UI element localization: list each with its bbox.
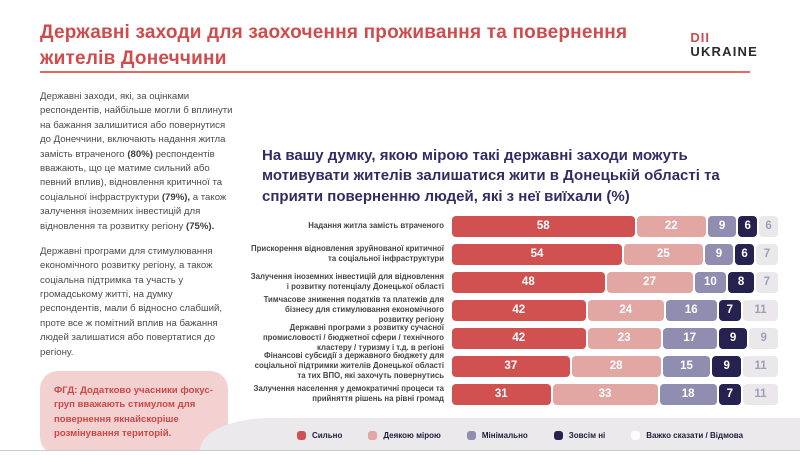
bar-segment: 7 bbox=[718, 299, 742, 321]
bar-segment: 23 bbox=[587, 327, 661, 349]
bar-segment: 9 bbox=[749, 327, 779, 349]
stacked-bar: 37 28 15 9 11 bbox=[452, 355, 779, 377]
chart-row: Прискорення відновлення зруйнованої крит… bbox=[250, 240, 779, 268]
stacked-bar: 42 24 16 7 11 bbox=[452, 299, 778, 321]
bar-segment: 37 bbox=[452, 355, 570, 377]
bar-segment: 17 bbox=[662, 327, 717, 349]
summary-text-column: Державні заходи, які, за оцінками респон… bbox=[40, 90, 236, 455]
dii-ukraine-logo: DII UKRAINE bbox=[690, 31, 758, 58]
stacked-bar: 31 33 18 7 11 bbox=[452, 383, 778, 405]
bar-segment: 27 bbox=[606, 271, 693, 293]
summary-paragraph-2: Державні програми для стимулювання еконо… bbox=[40, 245, 223, 358]
chart-legend: Сильно Деякою мірою Мінімально Зовсім ні Важ… bbox=[270, 426, 770, 444]
bar-segment: 7 bbox=[755, 271, 778, 293]
bar-segment: 15 bbox=[662, 355, 711, 377]
bar-segment: 6 bbox=[735, 243, 754, 265]
category-label: Фінансові субсидії з державного бюджету … bbox=[254, 350, 444, 381]
legend-item: Мінімально bbox=[466, 430, 528, 440]
legend-label: Важко сказати / Відмова bbox=[646, 430, 744, 440]
slide-bottom-strip bbox=[0, 450, 800, 455]
bar-segment: 28 bbox=[571, 355, 661, 377]
stacked-bar: 58 22 9 6 6 bbox=[452, 215, 778, 237]
chart-title: На вашу думку, якою мірою такі державні … bbox=[262, 147, 720, 205]
bar-segment: 24 bbox=[587, 299, 664, 321]
chart-row: Державні програми з розвитку сучасної пр… bbox=[250, 322, 779, 353]
bar-segment: 10 bbox=[694, 271, 727, 293]
category-label: Прискорення відновлення зруйнованої крит… bbox=[251, 243, 444, 263]
summary-paragraph-1: Державні заходи, які, за оцінками респон… bbox=[40, 91, 233, 232]
category-label: Тимчасове зниження податків та платежів … bbox=[263, 294, 444, 325]
bar-segment: 9 bbox=[704, 243, 734, 265]
bar-segment: 54 bbox=[452, 243, 623, 265]
category-label: Залучення іноземних інвестицій для відно… bbox=[250, 271, 444, 291]
bar-segment: 31 bbox=[452, 383, 551, 405]
bar-segment: 42 bbox=[452, 299, 586, 321]
chart-row: Залучення іноземних інвестицій для відно… bbox=[250, 268, 778, 296]
stacked-bar: 54 25 9 6 7 bbox=[452, 243, 779, 265]
bar-segment: 8 bbox=[728, 271, 754, 293]
legend-item: Важко сказати / Відмова bbox=[631, 430, 744, 440]
legend-swatch bbox=[296, 430, 306, 440]
category-label: Надання житла замість втраченого bbox=[308, 220, 444, 230]
legend-label: Мінімально bbox=[481, 430, 528, 440]
bar-segment: 16 bbox=[665, 299, 717, 321]
bar-segment: 18 bbox=[659, 383, 717, 405]
title-underline bbox=[40, 71, 750, 73]
bar-segment: 9 bbox=[707, 215, 737, 237]
legend-item: Деякою мірою bbox=[368, 430, 441, 440]
stacked-bar: 48 27 10 8 7 bbox=[452, 271, 778, 293]
chart-row: Фінансові субсидії з державного бюджету … bbox=[250, 350, 779, 381]
bar-segment: 33 bbox=[552, 383, 658, 405]
chart-row: Залучення населення у демократичні проце… bbox=[250, 380, 778, 408]
bar-segment: 48 bbox=[452, 271, 605, 293]
legend-item: Сильно bbox=[296, 430, 343, 440]
bar-segment: 9 bbox=[718, 327, 748, 349]
bar-segment: 42 bbox=[452, 327, 586, 349]
bar-segment: 11 bbox=[743, 355, 779, 377]
bar-segment: 58 bbox=[452, 215, 635, 237]
legend-swatch bbox=[368, 430, 378, 440]
stacked-bar: 42 23 17 9 9 bbox=[452, 327, 779, 349]
stacked-bar-chart: Надання житла замість втраченого 58 22 9 6 6 П… bbox=[250, 212, 779, 408]
legend-swatch bbox=[553, 430, 563, 440]
legend-label: Зовсім ні bbox=[568, 430, 606, 440]
legend-swatch bbox=[466, 430, 476, 440]
bar-segment: 7 bbox=[755, 243, 779, 265]
legend-swatch bbox=[631, 430, 641, 440]
bar-segment: 11 bbox=[743, 299, 778, 321]
category-label: Державні програми з розвитку сучасної пр… bbox=[262, 322, 444, 353]
chart-row: Надання житла замість втраченого 58 22 9 6 6 bbox=[250, 212, 778, 240]
logo-text-ukraine: UKRAINE bbox=[690, 43, 758, 59]
focus-group-note: ФГД: Додатково учасники фокус-груп вважа… bbox=[40, 371, 228, 455]
bar-segment: 11 bbox=[743, 383, 778, 405]
bar-segment: 6 bbox=[759, 215, 778, 237]
page-title: Державні заходи для заохочення проживанн… bbox=[40, 22, 628, 69]
bar-segment: 22 bbox=[636, 215, 706, 237]
logo-text-dii: DII bbox=[690, 30, 710, 45]
bar-segment: 9 bbox=[712, 355, 742, 377]
legend-label: Сильно bbox=[311, 430, 343, 440]
bar-segment: 25 bbox=[624, 243, 703, 265]
chart-row: Тимчасове зниження податків та платежів … bbox=[250, 294, 778, 325]
bar-segment: 6 bbox=[738, 215, 758, 237]
bar-segment: 7 bbox=[718, 383, 742, 405]
legend-label: Деякою мірою bbox=[383, 430, 441, 440]
legend-item: Зовсім ні bbox=[553, 430, 606, 440]
category-label: Залучення населення у демократичні проце… bbox=[253, 383, 444, 403]
